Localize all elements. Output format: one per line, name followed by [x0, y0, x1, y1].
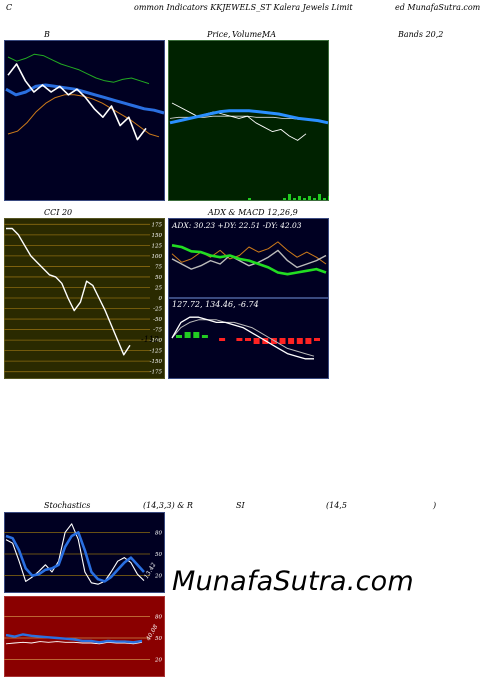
cci-panel: 175 150 125 100 75 50 25 0 -25 -50 -75 -100 -125 -150… — [4, 218, 165, 379]
adx-values: ADX: 30.23 +DY: 22.51 -DY: 42.03 — [172, 221, 302, 230]
adx-plus-di-line — [171, 249, 327, 270]
pv-ma-line — [169, 109, 329, 125]
rsi-close: ) — [433, 501, 437, 510]
cci-svg: 175 150 125 100 75 50 25 0 -25 -50 -75 -100 -125 -150… — [4, 218, 165, 379]
stoch-fast-line — [5, 523, 145, 585]
cci-tick-label: 25 — [154, 285, 162, 291]
cci-tick-label: -125 — [150, 349, 163, 355]
rsi-panel: 80 50 20 40.08 — [4, 596, 165, 677]
macd-histogram-bar — [219, 338, 226, 341]
adx-panel: ADX: 30.23 +DY: 22.51 -DY: 42.03 — [168, 218, 329, 298]
volume-bar — [328, 196, 329, 200]
bb-price-line — [7, 63, 147, 141]
watermark: MunafaSutra.com — [172, 566, 414, 597]
bollinger-svg — [4, 40, 165, 201]
rsi-svg: 80 50 20 — [4, 596, 165, 677]
adx-title: ADX & MACD 12,26,9 — [208, 208, 298, 217]
macd-histogram-bar — [176, 335, 182, 338]
rsi-tick-label: 20 — [154, 658, 162, 664]
cci-title: CCI 20 — [44, 208, 73, 217]
cci-tick-label: -100 — [150, 338, 163, 344]
macd-histogram-bar — [314, 338, 320, 341]
macd-histogram-bar — [245, 338, 251, 341]
cci-line — [6, 227, 131, 356]
bb-upper-band-line — [7, 53, 150, 85]
cci-tick-label: -75 — [153, 328, 162, 334]
macd-panel: 127.72, 134.46, -6.74 — [168, 298, 329, 379]
rsi-line — [5, 641, 143, 645]
stoch-tick-label: 50 — [155, 552, 162, 558]
rsi-params: (14,5 — [326, 501, 347, 510]
macd-histogram-bar — [193, 332, 200, 338]
rsi-title: SI — [236, 501, 245, 510]
adx-svg — [168, 218, 329, 298]
macd-histogram-bar — [201, 335, 208, 338]
volume-bar — [298, 196, 301, 200]
macd-histogram-bar — [253, 338, 260, 344]
volume-bar — [283, 198, 286, 200]
macd-signal-line — [171, 319, 315, 357]
bollinger-panel — [4, 40, 165, 201]
volume-bar — [248, 198, 251, 200]
cci-current-value: -112 — [141, 335, 159, 344]
cci-tick-label: -50 — [153, 317, 162, 323]
adx-minus-di-line — [171, 241, 327, 265]
macd-histogram-bar — [236, 338, 243, 341]
cci-tick-label: 50 — [155, 275, 162, 281]
price-title: Price, — [207, 30, 231, 39]
volume-bar — [323, 198, 326, 200]
macd-histogram-bar — [288, 338, 295, 344]
volume-bar — [308, 196, 311, 200]
cci-tick-label: 0 — [159, 296, 163, 302]
volume-bar — [293, 198, 296, 200]
cci-tick-label: 150 — [152, 233, 163, 239]
stoch-params: (14,3,3) & R — [143, 501, 193, 510]
header-right: ed MunafaSutra.com — [395, 3, 481, 12]
rsi-tick-label: 50 — [155, 636, 162, 642]
bands-title: Bands 20,2 — [398, 30, 444, 39]
adx-line — [171, 244, 327, 276]
volume-bar — [288, 194, 291, 200]
price-svg — [168, 40, 329, 201]
stoch-title: Stochastics — [44, 501, 91, 510]
header-left: C — [6, 3, 13, 12]
bb-title: B — [44, 30, 50, 39]
volume-bar — [303, 198, 306, 200]
cci-tick-label: 100 — [152, 254, 163, 260]
stoch-svg: 80 50 20 — [4, 512, 165, 593]
volume-title: Volume, — [232, 30, 265, 39]
cci-tick-label: 125 — [152, 243, 163, 249]
stoch-slow-line — [5, 531, 145, 583]
rsi-tick-label: 80 — [155, 614, 162, 620]
macd-values: 127.72, 134.46, -6.74 — [172, 300, 259, 309]
cci-tick-label: 175 — [152, 222, 163, 228]
stoch-tick-label: 80 — [155, 530, 162, 536]
cci-tick-label: 75 — [155, 264, 162, 270]
volume-bar — [318, 194, 321, 200]
bb-middle-band-line — [5, 83, 165, 115]
stoch-tick-label: 20 — [154, 574, 162, 580]
cci-tick-label: -25 — [153, 307, 162, 313]
cci-tick-label: -150 — [150, 359, 163, 365]
pv-price-line — [171, 102, 307, 141]
header-title: ommon Indicators KKJEWELS_ST Kalera Jewe… — [134, 3, 353, 12]
macd-histogram-bar — [279, 338, 286, 344]
macd-svg — [168, 298, 329, 379]
cci-tick-label: -175 — [150, 370, 163, 376]
price-panel — [168, 40, 329, 201]
macd-histogram-bar — [305, 338, 312, 344]
stoch-panel: 80 50 20 13.42 — [4, 512, 165, 593]
macd-histogram-bar — [184, 332, 191, 338]
macd-histogram-bar — [296, 338, 303, 344]
volume-bar — [313, 198, 316, 200]
ma-title: MA — [262, 30, 276, 39]
rsi-smoothed-line — [5, 633, 143, 644]
macd-line — [171, 316, 314, 360]
